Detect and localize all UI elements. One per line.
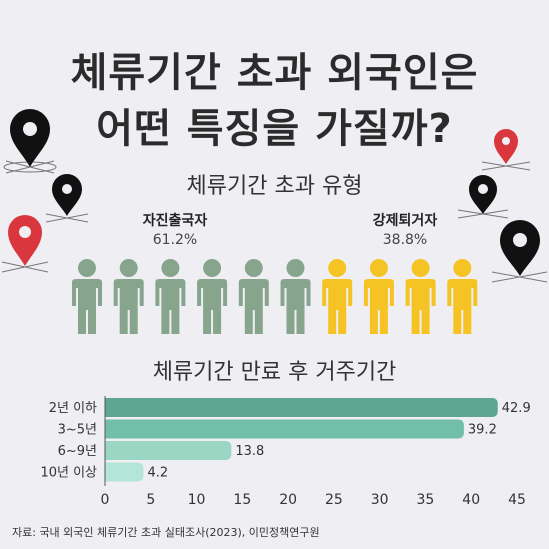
x-tick-label: 10: [188, 492, 206, 508]
x-tick-label: 40: [462, 492, 480, 508]
map-pin-icon: [491, 220, 548, 283]
bar-chart-title: 체류기간 만료 후 거주기간: [152, 360, 397, 385]
data-label: 4.2: [147, 466, 168, 481]
x-tick-label: 0: [101, 492, 110, 508]
group-label-deported: 강제퇴거자: [372, 213, 438, 229]
group-value-voluntary: 61.2%: [152, 232, 198, 248]
main-title-line-2: 어떤 특징을 가질까?: [96, 106, 453, 152]
person-icon: [238, 259, 269, 334]
person-icon: [447, 259, 478, 334]
person-icon: [113, 259, 144, 334]
person-icon: [280, 259, 311, 334]
bar: [105, 419, 464, 439]
x-tick-label: 25: [325, 492, 343, 508]
source-note: 자료: 국내 외국인 체류기간 초과 실태조사(2023), 이민정책연구원: [12, 526, 320, 539]
map-pin-icon: [1, 215, 49, 273]
category-label: 3~5년: [58, 423, 97, 438]
group-label-voluntary: 자진출국자: [142, 213, 208, 229]
main-title-line-1: 체류기간 초과 외국인은: [70, 50, 479, 96]
x-tick-label: 35: [417, 492, 435, 508]
map-pin-icon: [45, 174, 89, 223]
bar: [105, 462, 144, 482]
x-tick-label: 5: [146, 492, 155, 508]
x-tick-label: 15: [233, 492, 251, 508]
category-label: 2년 이하: [49, 401, 97, 416]
map-pin-icon: [457, 175, 509, 219]
person-icon: [72, 259, 102, 334]
person-icon: [363, 259, 394, 334]
person-icon: [197, 259, 228, 334]
map-pin-icon: [3, 109, 57, 174]
person-icon: [155, 259, 186, 334]
person-icon: [322, 259, 353, 334]
bar: [105, 441, 232, 460]
category-label: 6~9년: [58, 444, 97, 459]
x-tick-label: 45: [508, 492, 526, 508]
data-label: 42.9: [502, 401, 531, 416]
map-pin-icon: [481, 129, 531, 171]
group-value-deported: 38.8%: [382, 232, 428, 248]
person-icon: [405, 259, 436, 334]
data-label: 39.2: [468, 423, 497, 438]
x-tick-label: 30: [371, 492, 389, 508]
category-label: 10년 이상: [40, 466, 97, 481]
pictograph-title: 체류기간 초과 유형: [186, 174, 363, 199]
data-label: 13.8: [235, 444, 264, 459]
bar: [105, 398, 498, 417]
x-tick-label: 20: [279, 492, 297, 508]
